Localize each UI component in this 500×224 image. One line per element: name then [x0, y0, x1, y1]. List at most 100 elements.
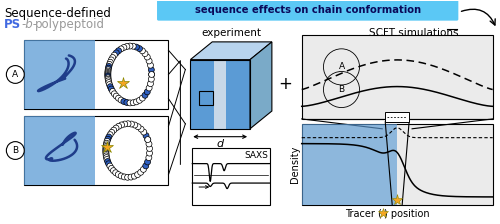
- FancyBboxPatch shape: [24, 116, 169, 185]
- FancyBboxPatch shape: [190, 60, 202, 129]
- Circle shape: [144, 89, 150, 95]
- Text: -b-: -b-: [22, 18, 38, 31]
- Circle shape: [116, 48, 121, 54]
- Circle shape: [118, 97, 124, 103]
- Circle shape: [106, 82, 112, 88]
- Circle shape: [105, 75, 111, 81]
- Circle shape: [141, 129, 146, 135]
- Circle shape: [135, 124, 141, 130]
- Circle shape: [134, 99, 140, 105]
- Circle shape: [106, 61, 112, 67]
- Circle shape: [122, 174, 128, 180]
- Circle shape: [6, 66, 25, 83]
- Circle shape: [104, 155, 110, 161]
- Circle shape: [145, 137, 150, 142]
- Circle shape: [143, 133, 149, 139]
- Circle shape: [124, 174, 130, 180]
- Circle shape: [146, 85, 152, 91]
- Circle shape: [105, 74, 111, 80]
- Circle shape: [104, 140, 110, 146]
- Circle shape: [122, 121, 128, 127]
- Polygon shape: [250, 42, 272, 129]
- Circle shape: [112, 91, 117, 97]
- Circle shape: [113, 125, 119, 131]
- Circle shape: [106, 161, 112, 167]
- Circle shape: [108, 129, 114, 135]
- Circle shape: [103, 153, 109, 159]
- FancyBboxPatch shape: [192, 148, 270, 205]
- Circle shape: [114, 50, 119, 56]
- Circle shape: [112, 170, 118, 176]
- Circle shape: [125, 121, 131, 127]
- Circle shape: [121, 99, 127, 104]
- Text: experiment: experiment: [201, 28, 261, 38]
- Circle shape: [108, 57, 114, 63]
- Circle shape: [105, 76, 111, 82]
- Text: polypeptoid: polypeptoid: [35, 18, 105, 31]
- Circle shape: [128, 121, 134, 127]
- Circle shape: [146, 150, 152, 156]
- Polygon shape: [190, 42, 272, 60]
- Text: d: d: [216, 139, 224, 149]
- FancyBboxPatch shape: [24, 40, 169, 109]
- Circle shape: [107, 163, 113, 169]
- Text: +: +: [278, 75, 291, 93]
- FancyBboxPatch shape: [302, 124, 397, 205]
- Text: Tracer (: Tracer (: [346, 209, 383, 219]
- Circle shape: [110, 55, 116, 60]
- Circle shape: [118, 173, 124, 179]
- Circle shape: [108, 84, 113, 90]
- Circle shape: [140, 95, 145, 101]
- Text: SAXS: SAXS: [244, 151, 268, 159]
- Circle shape: [110, 168, 116, 174]
- Text: B: B: [12, 146, 18, 155]
- Circle shape: [144, 159, 150, 165]
- Text: sequence effects on chain conformation: sequence effects on chain conformation: [194, 5, 420, 15]
- Circle shape: [148, 76, 154, 82]
- Circle shape: [116, 95, 121, 101]
- Circle shape: [132, 173, 138, 179]
- FancyBboxPatch shape: [385, 112, 409, 122]
- Circle shape: [134, 44, 140, 50]
- Circle shape: [148, 62, 154, 68]
- Circle shape: [106, 63, 112, 69]
- Circle shape: [103, 149, 109, 155]
- Text: ) position: ) position: [384, 209, 430, 219]
- Circle shape: [105, 71, 111, 76]
- Circle shape: [112, 52, 117, 58]
- Circle shape: [130, 43, 136, 49]
- Circle shape: [106, 134, 112, 140]
- Circle shape: [132, 122, 138, 128]
- FancyBboxPatch shape: [24, 40, 95, 109]
- Circle shape: [103, 146, 109, 152]
- FancyBboxPatch shape: [302, 35, 492, 119]
- FancyBboxPatch shape: [302, 124, 492, 205]
- Circle shape: [108, 166, 114, 171]
- Circle shape: [116, 123, 121, 129]
- Circle shape: [118, 122, 124, 128]
- Circle shape: [103, 151, 109, 157]
- Circle shape: [138, 169, 143, 175]
- Circle shape: [104, 142, 109, 148]
- Circle shape: [127, 100, 133, 106]
- Circle shape: [146, 141, 152, 147]
- Text: Density: Density: [290, 146, 300, 183]
- FancyBboxPatch shape: [226, 60, 238, 129]
- Circle shape: [110, 127, 116, 133]
- Circle shape: [105, 136, 111, 142]
- Circle shape: [148, 81, 154, 87]
- Circle shape: [105, 67, 111, 73]
- Circle shape: [128, 174, 134, 180]
- Text: SCFT simulations: SCFT simulations: [370, 28, 459, 38]
- Circle shape: [127, 43, 133, 49]
- Circle shape: [107, 132, 113, 138]
- Circle shape: [105, 68, 111, 74]
- Circle shape: [118, 46, 124, 52]
- Circle shape: [146, 58, 152, 64]
- Circle shape: [140, 48, 145, 54]
- Circle shape: [124, 43, 130, 50]
- Circle shape: [105, 71, 111, 78]
- Circle shape: [145, 137, 150, 142]
- FancyBboxPatch shape: [157, 0, 458, 21]
- FancyBboxPatch shape: [214, 60, 226, 129]
